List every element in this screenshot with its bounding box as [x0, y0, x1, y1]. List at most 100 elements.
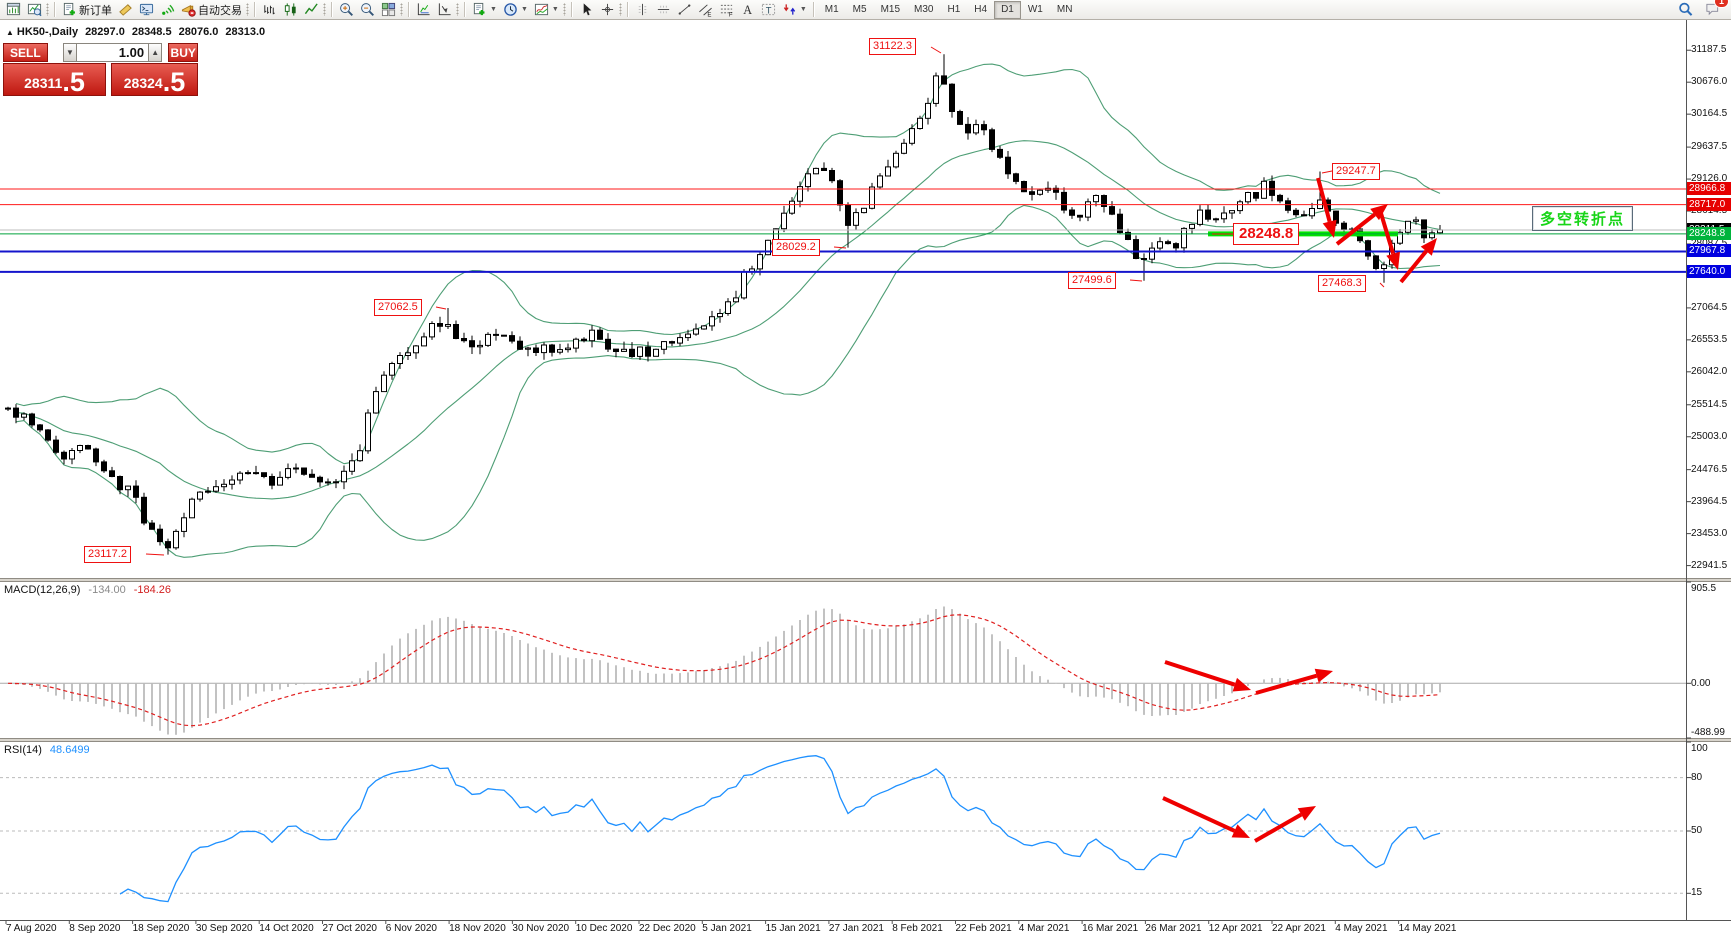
timeframe-h1-button[interactable]: H1: [947, 3, 961, 15]
timeframe-m5-button[interactable]: M5: [852, 3, 867, 15]
periods-clock-button[interactable]: ▼: [500, 0, 531, 20]
zoom-out-button[interactable]: [357, 0, 378, 20]
trendline-icon: [678, 4, 691, 15]
svg-text:E: E: [707, 12, 711, 17]
crosshair-icon: [601, 3, 613, 16]
trendline-button[interactable]: [674, 0, 695, 20]
tile-windows-button[interactable]: [378, 0, 399, 20]
price-axis-tick: 31187.5: [1691, 44, 1727, 56]
timeframe-h4-button[interactable]: H4: [974, 3, 988, 15]
date-axis-label: 27 Oct 2020: [322, 923, 377, 934]
chart-objects-icon: [438, 3, 451, 16]
volume-decrease-button[interactable]: ▼: [62, 43, 78, 62]
search-icon: [1679, 2, 1693, 16]
note-text-object[interactable]: 多空转折点: [1532, 206, 1634, 231]
price-callout-label[interactable]: 27062.5: [374, 299, 422, 316]
timeframe-m15-button[interactable]: M15: [880, 3, 901, 15]
note-text: 多空转折点: [1540, 211, 1626, 228]
toolbar-separator: [408, 2, 410, 17]
timeframe-m30-button[interactable]: M30: [914, 3, 934, 15]
tile-windows-icon: [381, 2, 396, 17]
price-axis-tick: 24476.5: [1691, 463, 1728, 475]
cursor-button[interactable]: [576, 0, 597, 20]
date-axis-label: 4 Mar 2021: [1018, 923, 1070, 934]
fibonacci-retracement-button[interactable]: F: [716, 0, 737, 20]
cursor-icon: [583, 3, 592, 16]
ohlc-high: 28348.5: [131, 26, 172, 38]
horizontal-line-button[interactable]: [653, 0, 674, 20]
date-axis-label: 10 Dec 2020: [575, 923, 633, 934]
bar-chart-button[interactable]: [259, 0, 280, 20]
date-axis-label: 4 May 2021: [1335, 923, 1388, 934]
data-window-button[interactable]: [115, 0, 136, 20]
new-order-button[interactable]: 新订单: [59, 0, 115, 20]
date-axis-label: 26 Mar 2021: [1145, 923, 1202, 934]
price-callout-label[interactable]: 27499.6: [1068, 272, 1116, 289]
chart-template-icon: [534, 3, 548, 16]
chart-template-button[interactable]: ▼: [531, 0, 562, 20]
toolbar-drag-handle: [400, 3, 403, 16]
chart-objects-button[interactable]: [434, 0, 455, 20]
svg-text:F: F: [729, 12, 733, 17]
zoom-in-button[interactable]: [336, 0, 357, 20]
rsi-axis-tick: 100: [1691, 743, 1708, 754]
text-button[interactable]: A: [737, 0, 758, 20]
line-chart-button[interactable]: [301, 0, 322, 20]
macd-axis-tick: 0.00: [1691, 678, 1711, 690]
zoom-out-icon: [361, 3, 374, 16]
volume-increase-button[interactable]: ▲: [148, 43, 163, 62]
buy-button[interactable]: BUY: [168, 43, 198, 62]
timeframe-d1-button[interactable]: D1: [994, 0, 1021, 19]
timeframe-w1-button[interactable]: W1: [1027, 3, 1043, 15]
indicators-window-button[interactable]: [413, 0, 434, 20]
line-chart-icon: [304, 3, 318, 15]
bar-chart-icon: [264, 5, 275, 15]
volume-input[interactable]: [77, 43, 149, 62]
vertical-line-icon: [638, 3, 647, 16]
price-callout-label[interactable]: 23117.2: [84, 546, 131, 563]
date-axis-label: 12 Apr 2021: [1208, 923, 1263, 934]
new-chart-button[interactable]: [3, 0, 24, 20]
add-indicator-button[interactable]: ▼: [469, 0, 500, 20]
price-callout-label[interactable]: 31122.3: [869, 38, 916, 55]
price-axis-box-label: 27967.8: [1687, 244, 1731, 258]
price-axis-box-label: 28248.8: [1687, 226, 1731, 240]
date-axis-label: 7 Aug 2020: [6, 923, 57, 934]
price-callout-label[interactable]: 28248.8: [1233, 223, 1300, 245]
metaeditor-button[interactable]: [136, 0, 157, 20]
date-axis-label: 22 Apr 2021: [1272, 923, 1326, 934]
rsi-indicator-label: RSI(14) 48.6499: [4, 744, 90, 756]
auto-trading-button[interactable]: 自动交易: [178, 0, 245, 20]
vertical-line-button[interactable]: [632, 0, 653, 20]
sell-price[interactable]: 28311.5: [3, 63, 106, 96]
sell-button[interactable]: SELL: [3, 43, 48, 62]
search-button[interactable]: [1675, 0, 1696, 20]
price-callout-label[interactable]: 27468.3: [1318, 275, 1366, 292]
profiles-button[interactable]: [24, 0, 45, 20]
price-axis-tick: 26553.5: [1691, 333, 1728, 345]
signal-broadcast-button[interactable]: [157, 0, 178, 20]
chart-area[interactable]: [0, 20, 1686, 920]
equidistant-channel-button[interactable]: E: [695, 0, 716, 20]
buy-price[interactable]: 28324.5: [111, 63, 198, 96]
notification-badge: 1: [1713, 0, 1729, 9]
price-axis-box-label: 28966.8: [1687, 182, 1731, 195]
indicators-window-icon: [417, 3, 430, 16]
timeframe-mn-button[interactable]: MN: [1056, 3, 1073, 15]
rsi-axis-tick: 15: [1691, 887, 1703, 899]
date-axis-label: 8 Sep 2020: [69, 923, 121, 934]
price-callout-label[interactable]: 29247.7: [1332, 163, 1380, 180]
chart-ohlc-header: ▲ HK50-,Daily 28297.0 28348.5 28076.0 28313.0: [6, 26, 272, 38]
price-axis-tick: 25003.0: [1691, 430, 1728, 442]
candlestick-chart-button[interactable]: [280, 0, 301, 20]
date-axis-label: 30 Nov 2020: [512, 923, 570, 934]
text-label-button[interactable]: T: [758, 0, 779, 20]
profiles-icon: [27, 3, 42, 17]
crosshair-button[interactable]: [597, 0, 618, 20]
equidistant-channel-icon: E: [698, 4, 712, 17]
timeframe-m1-button[interactable]: M1: [824, 3, 839, 15]
price-callout-label[interactable]: 28029.2: [772, 239, 820, 256]
horizontal-line-icon: [657, 5, 669, 14]
arrow-objects-button[interactable]: ▼: [779, 0, 810, 20]
